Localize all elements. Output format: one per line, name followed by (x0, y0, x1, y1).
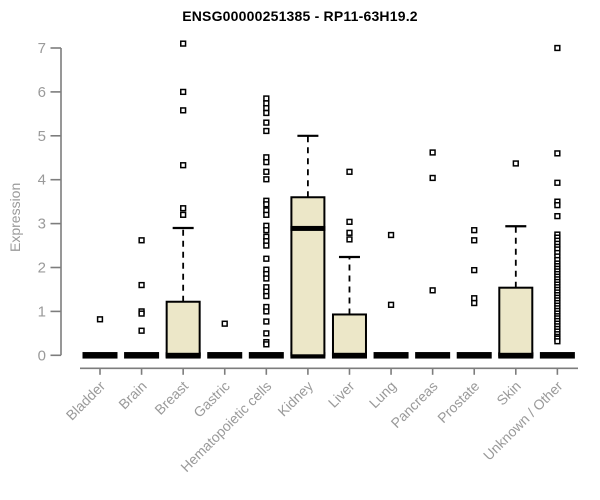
median-line (290, 225, 326, 231)
outlier-point (263, 318, 270, 325)
outlier-point (471, 299, 478, 307)
box-lung (373, 231, 409, 359)
outlier-point (471, 227, 478, 234)
outlier-point (263, 242, 270, 249)
box-unknown-other (539, 44, 575, 359)
outlier-point (263, 227, 270, 234)
outlier-point (554, 338, 561, 345)
outlier-point (180, 162, 187, 169)
box-skin (498, 160, 534, 359)
zero-bar (456, 352, 492, 359)
outlier-point (471, 266, 478, 274)
outlier-point (346, 168, 353, 175)
outlier-point (554, 212, 561, 220)
outlier-point (263, 275, 270, 282)
box-body (290, 196, 326, 357)
box-gastric (207, 320, 243, 359)
outlier-point (554, 44, 561, 52)
outlier-point (263, 341, 270, 348)
x-tick-label-skin: Skin (493, 378, 524, 409)
outlier-point (180, 40, 187, 47)
box-brain (124, 237, 160, 359)
outlier-point (263, 255, 270, 262)
box-hematopoietic-cells (248, 95, 284, 359)
zero-bar (248, 352, 284, 359)
box-bladder (82, 316, 118, 359)
x-tick-label-kidney: Kidney (274, 378, 316, 420)
x-tick-label-lung: Lung (366, 378, 399, 411)
outlier-point (180, 107, 187, 114)
outlier-point (263, 308, 270, 315)
y-tick-label: 0 (38, 347, 46, 364)
outlier-point (180, 88, 187, 96)
box-kidney (290, 134, 326, 359)
box-body (165, 300, 201, 357)
y-tick-label: 7 (38, 40, 46, 57)
outlier-point (387, 301, 395, 308)
box-liver (331, 168, 367, 359)
y-tick-label: 1 (38, 303, 46, 320)
x-tick-label-unknown-other: Unknown / Other (480, 378, 566, 464)
outlier-point (387, 231, 395, 239)
outlier-point (263, 158, 270, 166)
outlier-point (263, 330, 270, 337)
zero-bar (373, 352, 409, 359)
outlier-point (346, 218, 353, 225)
zero-bar (415, 352, 451, 359)
outlier-point (263, 127, 270, 135)
outlier-point (554, 202, 561, 209)
x-tick-label-prostate: Prostate (434, 378, 482, 426)
zero-bar (82, 352, 118, 359)
outlier-point (180, 211, 187, 218)
zero-bar (207, 352, 243, 359)
outlier-point (138, 310, 145, 317)
median-line (331, 352, 367, 358)
box-body (498, 286, 534, 357)
x-tick-label-brain: Brain (115, 378, 149, 412)
outlier-point (138, 237, 145, 244)
outlier-point (471, 237, 478, 244)
outlier-point (263, 109, 270, 117)
box-prostate (456, 227, 492, 359)
outlier-point (96, 316, 104, 323)
x-tick-label-bladder: Bladder (63, 378, 109, 424)
y-tick-label: 5 (38, 128, 46, 145)
zero-bar (539, 352, 575, 359)
outlier-point (263, 292, 270, 300)
outlier-point (263, 201, 270, 208)
box-breast (165, 40, 201, 359)
x-tick-label-liver: Liver (325, 378, 358, 411)
y-tick-label: 4 (38, 172, 46, 189)
y-tick-label: 2 (38, 260, 46, 277)
y-tick-label: 6 (38, 84, 46, 101)
outlier-point (429, 174, 436, 182)
outlier-point (263, 168, 270, 175)
outlier-point (138, 281, 145, 289)
median-line (498, 352, 534, 358)
outlier-point (512, 160, 519, 167)
outlier-point (263, 211, 270, 218)
outlier-point (554, 179, 561, 186)
outlier-point (221, 320, 228, 327)
box-pancreas (415, 149, 451, 359)
median-line (165, 352, 201, 358)
outlier-point (346, 236, 353, 243)
zero-bar (124, 352, 160, 359)
box-body (331, 313, 367, 357)
outlier-point (263, 119, 270, 126)
outlier-point (346, 229, 353, 236)
outlier-point (429, 149, 436, 156)
chart-title: ENSG00000251385 - RP11-63H19.2 (182, 8, 418, 24)
y-tick-label: 3 (38, 216, 46, 233)
outlier-point (429, 287, 436, 294)
x-tick-label-breast: Breast (151, 378, 191, 418)
outlier-point (180, 205, 187, 212)
outlier-point (263, 176, 270, 183)
outlier-point (554, 150, 561, 157)
y-axis: 0 1 2 3 4 5 6 7 (38, 40, 62, 364)
outlier-point (138, 327, 145, 334)
